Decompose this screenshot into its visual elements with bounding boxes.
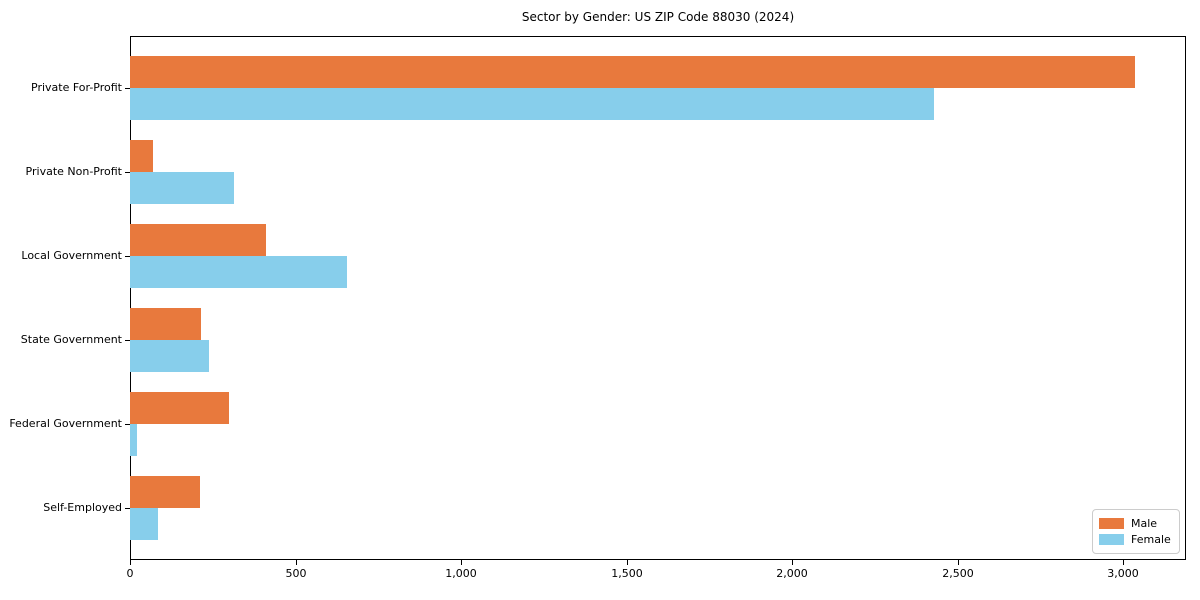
xtick-label-2: 1,000 xyxy=(445,567,477,580)
xtick-label-6: 3,000 xyxy=(1107,567,1139,580)
xtick-label-1: 500 xyxy=(285,567,307,580)
bar-female-2 xyxy=(130,256,347,288)
bar-female-4 xyxy=(130,424,137,456)
ytick-mark-5 xyxy=(125,508,130,509)
xtick-mark-0 xyxy=(130,560,131,565)
legend-entry-male: Male xyxy=(1099,515,1171,531)
legend-label-male: Male xyxy=(1131,516,1158,530)
legend-swatch-male xyxy=(1099,517,1124,529)
chart-title: Sector by Gender: US ZIP Code 88030 (202… xyxy=(521,10,795,24)
ytick-mark-2 xyxy=(125,256,130,257)
ytick-label-1: Private Non-Profit xyxy=(25,165,122,178)
bar-female-1 xyxy=(130,172,234,204)
xtick-mark-2 xyxy=(461,560,462,565)
xtick-mark-3 xyxy=(627,560,628,565)
ytick-label-2: Local Government xyxy=(21,249,122,262)
ytick-label-4: Federal Government xyxy=(9,417,122,430)
bar-male-3 xyxy=(130,308,201,340)
xtick-label-5: 2,500 xyxy=(942,567,974,580)
xtick-mark-4 xyxy=(792,560,793,565)
ytick-mark-0 xyxy=(125,88,130,89)
bar-female-3 xyxy=(130,340,209,372)
xtick-mark-1 xyxy=(296,560,297,565)
bar-male-4 xyxy=(130,392,229,424)
ytick-label-3: State Government xyxy=(20,333,122,346)
bar-male-0 xyxy=(130,56,1135,88)
ytick-mark-1 xyxy=(125,172,130,173)
ytick-mark-4 xyxy=(125,424,130,425)
legend-label-female: Female xyxy=(1131,532,1171,546)
xtick-label-0: 0 xyxy=(126,567,134,580)
legend: Male Female xyxy=(1092,509,1180,554)
ytick-mark-3 xyxy=(125,340,130,341)
xtick-label-3: 1,500 xyxy=(611,567,643,580)
plot-area xyxy=(130,36,1186,560)
ytick-label-0: Private For-Profit xyxy=(31,81,122,94)
bar-female-0 xyxy=(130,88,934,120)
xtick-label-4: 2,000 xyxy=(776,567,808,580)
xtick-mark-5 xyxy=(958,560,959,565)
ytick-label-5: Self-Employed xyxy=(43,501,122,514)
bar-male-1 xyxy=(130,140,153,172)
legend-swatch-female xyxy=(1099,533,1124,545)
bar-female-5 xyxy=(130,508,158,540)
legend-entry-female: Female xyxy=(1099,531,1171,547)
bar-male-2 xyxy=(130,224,266,256)
bar-male-5 xyxy=(130,476,200,508)
xtick-mark-6 xyxy=(1123,560,1124,565)
